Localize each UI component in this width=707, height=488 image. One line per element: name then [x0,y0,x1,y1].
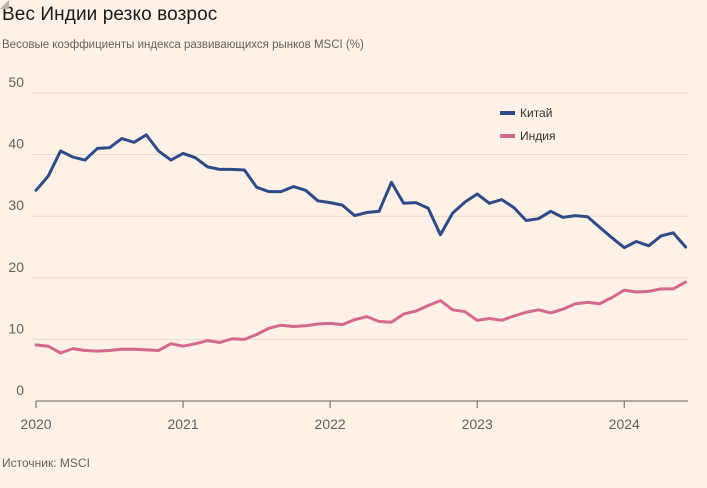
legend-label: Китай [520,106,552,120]
legend-label: Индия [520,129,555,143]
y-tick-label: 30 [8,197,24,213]
x-tick-label: 2021 [167,416,198,432]
x-tick-label: 2023 [462,416,493,432]
y-tick-label: 20 [8,259,24,275]
chart-subtitle: Весовые коэффициенты индекса развивающих… [2,39,364,51]
axes: 0 10 20 30 40 50 2020 2021 2022 2023 2024 [8,74,688,432]
legend: Китай Индия [500,106,555,143]
series-line-china [34,133,688,250]
chart-title: Вес Индии резко возрос [2,4,218,25]
y-tick-label: 0 [16,382,24,398]
x-tick-label: 2024 [609,416,640,432]
series-lines [34,133,688,355]
x-tick-label: 2022 [315,416,346,432]
resize-handle-icon[interactable] [0,0,9,9]
y-tick-label: 10 [8,320,24,336]
y-tick-label: 50 [8,74,24,90]
series-line-india [34,280,688,355]
y-tick-label: 40 [8,136,24,152]
source-note: Источник: MSCI [2,456,90,470]
x-tick-label: 2020 [20,416,51,432]
